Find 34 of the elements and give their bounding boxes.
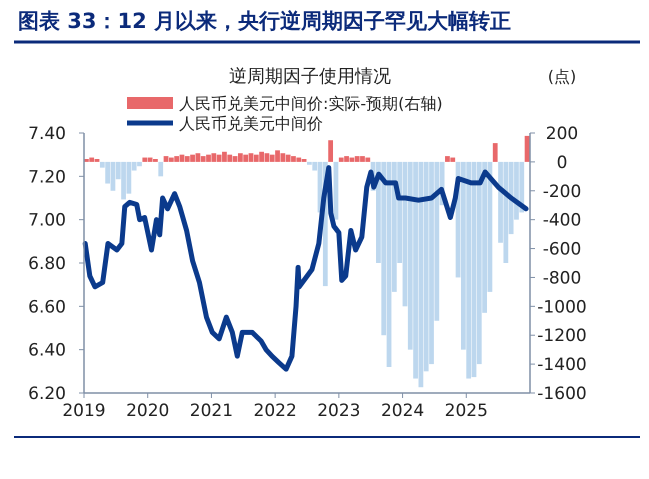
y2-tick-label: -1600 [537, 384, 587, 404]
y2-tick-label: 0 [556, 152, 568, 173]
y-tick-label: 6.80 [28, 254, 66, 274]
y-tick-label: 7.00 [28, 210, 66, 231]
bar [524, 136, 530, 162]
x-tick-label: 2021 [190, 401, 234, 421]
y-tick-label: 7.40 [28, 124, 66, 144]
y2-tick-label: -600 [542, 240, 582, 260]
y-tick-label: 6.40 [28, 340, 66, 361]
y-tick-label: 7.20 [28, 167, 66, 188]
y2-tick-label: -1200 [537, 326, 587, 346]
x-tick-label: 2023 [317, 401, 360, 421]
bar [334, 162, 338, 220]
bar [158, 162, 164, 176]
x-tick-label: 2019 [62, 401, 106, 421]
x-tick-label: 2024 [380, 401, 424, 421]
legend-label: 人民币兑美元中间价:实际-预期(右轴) [179, 94, 443, 113]
chart-subtitle: 逆周期因子使用情况 [229, 66, 391, 87]
bar [492, 143, 498, 162]
x-tick-label: 2020 [126, 401, 170, 421]
chart-title: 图表 33：12 月以来，央行逆周期因子罕见大幅转正 [18, 9, 512, 33]
bar [328, 140, 334, 162]
y2-tick-label: 200 [546, 124, 578, 144]
y-tick-label: 6.60 [28, 297, 66, 318]
y2-tick-label: -800 [542, 268, 582, 288]
x-tick-label: 2022 [254, 401, 297, 421]
y2-tick-label: -1400 [537, 355, 587, 376]
y2-tick-label: -200 [542, 182, 582, 202]
y-tick-label: 6.20 [28, 384, 66, 404]
y2-tick-label: -400 [542, 210, 582, 231]
legend-label: 人民币兑美元中间价 [179, 114, 323, 133]
x-tick-label: 2025 [444, 401, 488, 421]
y2-axis-title: (点) [548, 67, 576, 86]
y2-tick-label: -1000 [537, 297, 587, 318]
